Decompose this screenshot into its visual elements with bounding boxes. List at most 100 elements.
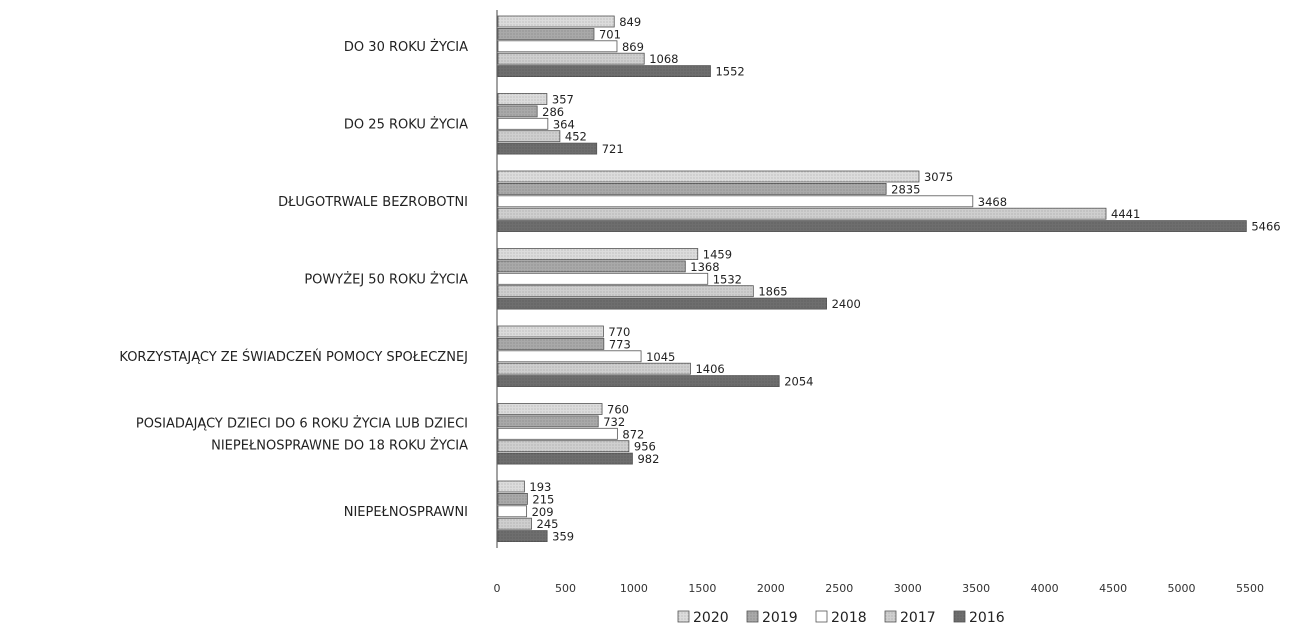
data-label: 2835 <box>891 182 920 196</box>
category-label: POSIADAJĄCY DZIECI DO 6 ROKU ŻYCIA LUB D… <box>136 416 468 432</box>
bar-2018-cat-3 <box>497 272 709 285</box>
data-label: 215 <box>532 492 554 506</box>
legend-swatch-texture <box>678 611 689 622</box>
data-label: 872 <box>622 427 644 441</box>
legend-label-2017: 2017 <box>900 610 936 626</box>
bar-texture <box>498 298 827 310</box>
bar-texture <box>498 493 528 505</box>
bar-texture <box>498 285 754 297</box>
data-label: 956 <box>634 440 656 454</box>
x-tick-label: 2500 <box>825 582 853 595</box>
data-label: 2054 <box>784 375 813 389</box>
category-label: KORZYSTAJĄCY ZE ŚWIADCZEŃ POMOCY SPOŁECZ… <box>119 349 468 365</box>
x-tick-label: 5000 <box>1168 582 1196 595</box>
data-label: 209 <box>532 505 554 519</box>
bar-texture <box>498 130 560 142</box>
data-label: 869 <box>622 40 644 54</box>
data-label: 3468 <box>978 195 1007 209</box>
bar-texture <box>498 143 597 155</box>
bar-2018-cat-6 <box>497 505 528 518</box>
data-label: 2400 <box>832 297 861 311</box>
category-label: NIEPEŁNOSPRAWNI <box>344 505 468 520</box>
data-label: 773 <box>609 337 631 351</box>
data-label: 1459 <box>703 248 732 262</box>
legend-label-2019: 2019 <box>762 610 798 626</box>
legend-swatch-2018 <box>815 610 828 623</box>
data-label: 3075 <box>924 170 953 184</box>
bar-texture <box>498 208 1107 220</box>
bar-texture <box>498 338 604 350</box>
legend-swatch-texture <box>747 611 758 622</box>
bar-2018-cat-1 <box>497 117 549 130</box>
data-label: 452 <box>565 130 587 144</box>
category-label: DO 25 ROKU ŻYCIA <box>344 117 468 133</box>
legend-label-2018: 2018 <box>831 610 867 626</box>
data-label: 701 <box>599 27 621 41</box>
legend-label-2016: 2016 <box>969 610 1005 626</box>
data-label: 982 <box>637 452 659 466</box>
category-label: DŁUGOTRWALE BEZROBOTNI <box>278 195 468 210</box>
bar-texture <box>498 16 615 27</box>
x-axis-ticks: 0 500 1000 1500 2000 2500 3000 3500 4000 4500 5000… <box>494 582 1265 595</box>
bar-texture <box>498 53 645 65</box>
legend-swatch-texture <box>885 611 896 622</box>
data-label: 849 <box>619 15 641 29</box>
data-label: 357 <box>552 93 574 107</box>
bar-texture <box>498 375 780 387</box>
data-label: 245 <box>537 517 559 531</box>
bar-texture <box>498 415 599 427</box>
data-label: 286 <box>542 105 564 119</box>
x-tick-label: 1000 <box>620 582 648 595</box>
data-label: 760 <box>607 403 629 417</box>
bar-texture <box>498 326 604 337</box>
x-tick-label: 3500 <box>962 582 990 595</box>
bar-texture <box>498 28 594 40</box>
data-label: 359 <box>552 530 574 544</box>
bar-texture <box>498 220 1247 232</box>
data-label: 770 <box>608 325 630 339</box>
bar-2018-cat-2 <box>497 195 974 208</box>
x-tick-label: 4000 <box>1031 582 1059 595</box>
bar-2018-cat-4 <box>497 350 642 363</box>
bar-texture <box>498 183 887 195</box>
x-tick-label: 1500 <box>688 582 716 595</box>
bar-texture <box>498 260 686 272</box>
legend-swatch-texture <box>954 611 965 622</box>
data-label: 1368 <box>690 260 719 274</box>
category-label: POWYŻEJ 50 ROKU ŻYCIA <box>304 272 468 288</box>
bar-texture <box>498 105 538 117</box>
data-label: 4441 <box>1111 207 1140 221</box>
legend-label-2020: 2020 <box>693 610 729 626</box>
bar-texture <box>498 248 698 260</box>
x-tick-label: 500 <box>555 582 576 595</box>
bar-texture <box>498 453 633 465</box>
bar-texture <box>498 440 629 452</box>
bar-2018-cat-5 <box>497 427 618 440</box>
x-tick-label: 5500 <box>1236 582 1264 595</box>
bar-texture <box>498 518 532 530</box>
category-labels: DO 30 ROKU ŻYCIA DO 25 ROKU ŻYCIA DŁUGOTRW… <box>119 39 468 520</box>
bar-texture <box>498 363 691 375</box>
legend: 2020 2019 2018 2017 2016 <box>677 610 1005 626</box>
bar-texture <box>498 403 603 415</box>
data-label: 193 <box>529 480 551 494</box>
data-label: 5466 <box>1251 220 1280 234</box>
data-label: 1406 <box>695 362 724 376</box>
bar-2018-cat-0 <box>497 40 618 53</box>
data-label: 721 <box>602 142 624 156</box>
data-label: 1865 <box>758 285 787 299</box>
x-tick-label: 4500 <box>1099 582 1127 595</box>
data-label: 364 <box>553 117 575 131</box>
data-label: 1552 <box>715 65 744 79</box>
data-label: 732 <box>603 415 625 429</box>
category-label: DO 30 ROKU ŻYCIA <box>344 39 468 55</box>
data-label: 1068 <box>649 52 678 66</box>
bar-texture <box>498 481 525 492</box>
bar-texture <box>498 93 547 105</box>
x-tick-label: 2000 <box>757 582 785 595</box>
data-label: 1045 <box>646 350 675 364</box>
bar-texture <box>498 65 711 77</box>
x-tick-label: 0 <box>494 582 501 595</box>
